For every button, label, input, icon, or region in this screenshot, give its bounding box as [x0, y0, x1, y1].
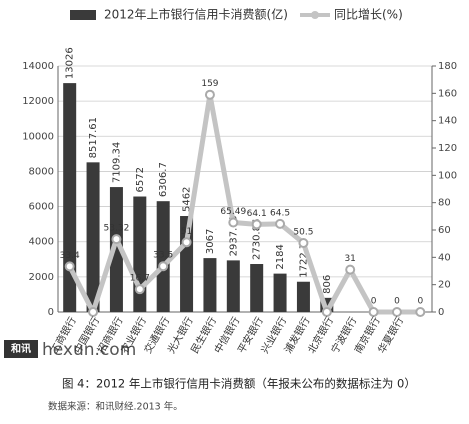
growth-label: 53.32 [104, 224, 130, 234]
growth-point [251, 219, 262, 230]
growth-point [228, 217, 239, 228]
growth-label: 51 [181, 227, 192, 237]
y-tick-label: 4000 [29, 237, 54, 248]
y2-tick-label: 160 [438, 88, 457, 99]
bar [296, 281, 310, 312]
y-tick-label: 14000 [22, 61, 54, 72]
growth-label: 64.5 [270, 208, 290, 218]
bar-label: 2730.86 [252, 219, 263, 260]
y2-tick-label: 0 [438, 307, 444, 318]
y-tick-label: 6000 [29, 202, 54, 213]
bar [109, 187, 123, 312]
bar-label: 6306.7 [158, 162, 169, 197]
y-tick-label: 10000 [22, 131, 54, 142]
logo-box [4, 340, 38, 358]
y2-tick-label: 80 [438, 198, 451, 209]
growth-label: 31 [344, 254, 355, 264]
bar-label: 806 [322, 275, 333, 294]
bar-label: 2184 [275, 244, 286, 269]
growth-point [275, 218, 286, 229]
legend-swatch [70, 10, 96, 20]
source: 数据来源：和讯财经.2013 年。 [48, 401, 183, 413]
caption: 图 4：2012 年上市银行信用卡消费额（年报未公布的数据标注为 0） [62, 377, 416, 391]
bar-label: 6572 [135, 167, 146, 192]
y-tick-label: 12000 [22, 96, 54, 107]
growth-point [368, 307, 379, 317]
growth-point [64, 261, 75, 272]
y-tick-label: 8000 [29, 166, 54, 177]
bar-label: 13026 [65, 47, 76, 79]
growth-point [298, 237, 309, 248]
bar-label: 3067 [205, 229, 216, 254]
watermark: hexun.com [42, 340, 136, 360]
growth-point [204, 89, 215, 100]
bar [86, 162, 100, 312]
growth-label: 0 [371, 297, 377, 307]
growth-label: 0 [417, 297, 423, 307]
y2-tick-label: 120 [438, 143, 457, 154]
growth-label: 16.7 [130, 274, 150, 284]
growth-label: 50.5 [293, 227, 313, 237]
bar-label: 2937.69 [228, 215, 239, 256]
growth-point [181, 237, 192, 248]
bar-label: 5462 [182, 187, 193, 212]
bar [203, 258, 217, 312]
logo: 和讯 [10, 342, 31, 355]
legend-label: 同比增长(%) [334, 8, 403, 22]
bar [250, 264, 264, 312]
growth-point [111, 234, 122, 245]
y2-tick-label: 60 [438, 225, 451, 236]
bar [63, 83, 77, 313]
y-tick-label: 0 [48, 307, 54, 318]
bar-label: 7109.34 [111, 142, 122, 183]
legend-swatch [311, 11, 319, 19]
growth-point [134, 284, 145, 295]
growth-point [158, 261, 169, 272]
bar [156, 201, 170, 312]
growth-point [391, 307, 402, 317]
legend-label: 2012年上市银行信用卡消费额(亿) [104, 7, 288, 22]
bar [273, 273, 287, 312]
y2-tick-label: 20 [438, 280, 451, 291]
growth-line [67, 92, 421, 315]
growth-label: 64.1 [247, 209, 267, 219]
y2-tick-label: 180 [438, 61, 457, 72]
growth-point [415, 307, 426, 317]
bar [226, 260, 240, 312]
bar-label: 8517.61 [88, 117, 99, 158]
bar-label: 1722.7 [298, 243, 309, 278]
growth-label: 33.5 [153, 251, 173, 261]
growth-label: 33.4 [60, 251, 80, 261]
growth-label: 0 [394, 297, 400, 307]
growth-point [88, 307, 99, 317]
growth-point [345, 264, 356, 275]
growth-label: 159 [201, 79, 218, 89]
growth-label: 65.49 [220, 207, 246, 217]
y2-tick-label: 140 [438, 116, 457, 127]
growth-point [321, 307, 332, 317]
y2-tick-label: 100 [438, 170, 457, 181]
bar [133, 196, 147, 312]
y-tick-label: 2000 [29, 272, 54, 283]
y2-tick-label: 40 [438, 252, 451, 263]
